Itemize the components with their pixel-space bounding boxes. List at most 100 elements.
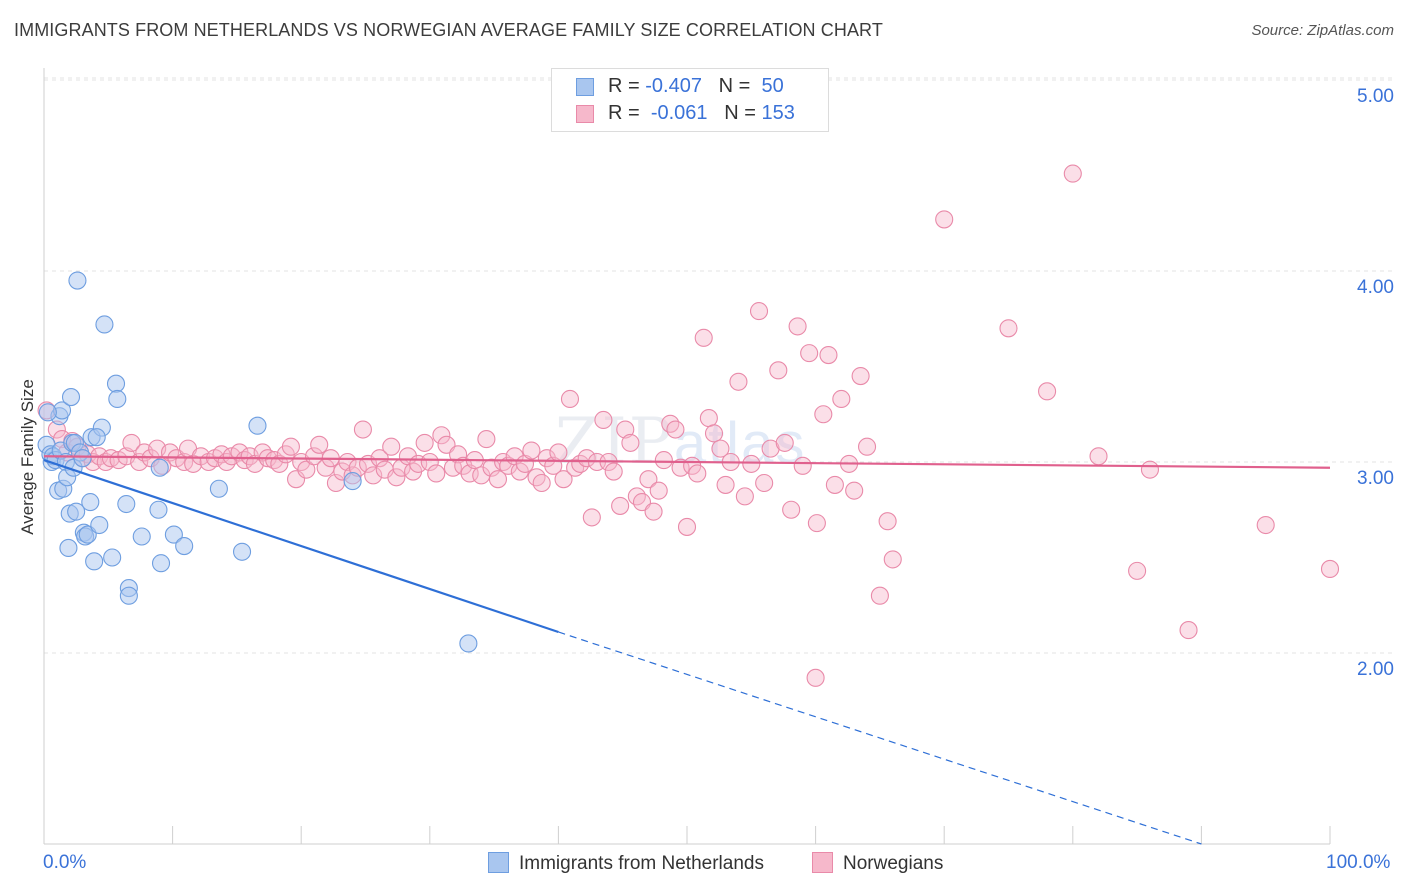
legend-swatch-pink xyxy=(812,852,833,873)
netherlands-point xyxy=(343,472,362,491)
legend-swatch-blue xyxy=(576,78,594,96)
norwegians-point xyxy=(122,433,141,452)
norwegians-point xyxy=(537,449,556,468)
norwegians-point xyxy=(415,433,434,452)
norwegians-point xyxy=(688,464,707,483)
netherlands-point xyxy=(103,548,122,567)
norwegians-point xyxy=(649,481,668,500)
norwegians-point xyxy=(851,366,870,386)
norwegians-point xyxy=(825,475,844,494)
netherlands-trend-line xyxy=(43,459,559,634)
r-value: -0.061 xyxy=(650,102,708,124)
netherlands-point xyxy=(73,449,92,468)
netherlands-point xyxy=(119,586,138,605)
netherlands-point xyxy=(87,428,106,447)
norwegians-points xyxy=(37,164,1340,687)
norwegians-point xyxy=(699,409,718,428)
y-tick-label: 5.00 xyxy=(1357,86,1394,107)
norwegians-point xyxy=(832,389,851,409)
norwegians-point xyxy=(704,424,724,443)
netherlands-point xyxy=(59,538,78,558)
norwegians-point xyxy=(1256,515,1275,535)
n-value: 153 xyxy=(761,102,795,124)
norwegians-point xyxy=(627,487,646,506)
norwegians-point xyxy=(427,464,446,483)
norwegians-point xyxy=(460,464,479,483)
norwegians-point xyxy=(883,550,902,569)
legend-label: Immigrants from Netherlands xyxy=(519,853,764,874)
n-label: N = xyxy=(724,102,762,124)
legend-swatch-blue xyxy=(488,852,509,873)
norwegians-point xyxy=(666,420,685,439)
trend-lines xyxy=(43,455,1331,845)
norwegians-point xyxy=(788,317,807,336)
n-value: 50 xyxy=(761,75,784,97)
netherlands-point xyxy=(38,403,57,422)
norwegians-point xyxy=(338,452,357,472)
norwegians-point xyxy=(639,470,658,489)
norwegians-point xyxy=(387,468,406,487)
r-value: -0.407 xyxy=(645,75,702,97)
x-tick-label: 0.0% xyxy=(43,852,87,873)
norwegians-point xyxy=(577,449,596,468)
netherlands-point xyxy=(61,388,81,407)
norwegians-point xyxy=(297,460,316,479)
netherlands-point xyxy=(81,493,100,512)
netherlands-point xyxy=(106,374,126,393)
norwegians-point xyxy=(716,475,735,494)
norwegians-point xyxy=(353,420,372,439)
netherlands-point xyxy=(149,500,168,519)
norwegians-point xyxy=(857,437,877,456)
netherlands-point xyxy=(132,527,151,546)
norwegians-point xyxy=(1038,382,1057,401)
y-tick-label: 3.00 xyxy=(1357,468,1394,489)
norwegians-point xyxy=(532,473,551,493)
norwegians-point xyxy=(782,500,801,519)
norwegians-point xyxy=(364,466,383,485)
norwegians-point xyxy=(800,344,819,363)
norwegians-point xyxy=(560,389,580,409)
norwegians-point xyxy=(488,470,508,489)
norwegians-point xyxy=(594,410,613,430)
norwegians-point xyxy=(449,445,468,464)
watermark: ZIPatlas xyxy=(555,405,806,479)
norwegians-point xyxy=(420,452,439,472)
netherlands-point xyxy=(151,554,171,573)
norwegians-point xyxy=(611,496,630,515)
norwegians-point xyxy=(677,517,697,536)
norwegians-point xyxy=(644,502,663,521)
norwegians-point xyxy=(878,512,897,531)
norwegians-point xyxy=(621,433,640,452)
norwegians-point xyxy=(270,454,289,473)
y-axis-label: Average Family Size xyxy=(18,379,37,535)
norwegians-point xyxy=(671,458,690,477)
legend-swatch-pink xyxy=(576,105,594,123)
stats-legend: R = -0.407 N = 50 R = -0.061 N = 153 xyxy=(551,68,829,132)
norwegians-point xyxy=(729,372,748,391)
norwegians-point xyxy=(472,466,491,485)
norwegians-point xyxy=(807,514,826,533)
norwegians-trend-line xyxy=(43,455,1331,469)
norwegians-point xyxy=(775,433,794,452)
norwegians-point xyxy=(454,456,473,475)
norwegians-point xyxy=(999,319,1018,338)
norwegians-point xyxy=(814,405,833,424)
norwegians-point xyxy=(604,462,623,481)
grid-lines xyxy=(44,77,1392,654)
netherlands-points xyxy=(37,271,478,653)
netherlands-point xyxy=(232,542,252,561)
norwegians-point xyxy=(382,437,401,456)
watermark-zip: ZIP xyxy=(555,405,674,479)
norwegians-point xyxy=(742,454,761,473)
netherlands-point xyxy=(85,552,104,571)
netherlands-point xyxy=(68,271,87,290)
norwegians-point xyxy=(755,473,774,493)
netherlands-point xyxy=(90,515,109,535)
norwegians-point xyxy=(1063,164,1082,183)
netherlands-point xyxy=(108,389,127,409)
norwegians-point xyxy=(1128,561,1147,580)
norwegians-point xyxy=(711,439,730,458)
legend-item-norwegians: Norwegians xyxy=(812,852,943,875)
n-label: N = xyxy=(718,75,756,97)
